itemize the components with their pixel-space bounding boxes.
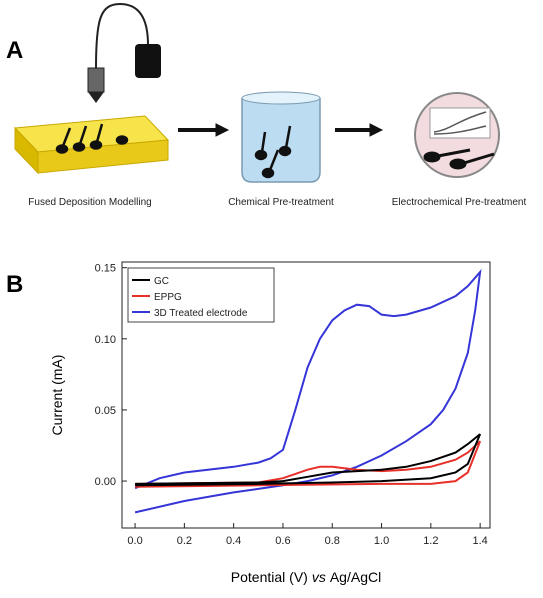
x-tick-label: 0.8 <box>325 535 340 547</box>
plot-frame <box>121 261 491 529</box>
controller <box>135 44 161 78</box>
nozzle-tip <box>88 92 104 103</box>
legend-box <box>127 267 275 323</box>
panel-label: A <box>6 37 23 64</box>
legend-label: GC <box>154 276 169 287</box>
treated-electrodes <box>423 148 495 170</box>
y-axis-label: Current (mA) <box>49 355 65 436</box>
legend-label: EPPG <box>154 292 182 303</box>
x-tick-label: 0.4 <box>226 535 241 547</box>
beaker <box>241 98 321 183</box>
y-tick-label: 0.00 <box>95 476 116 488</box>
legend-label: 3D Treated electrode <box>154 308 248 319</box>
beaker-rim <box>241 91 321 105</box>
x-axis-label-part: Ag/AgCl <box>330 569 381 585</box>
arrow <box>178 123 384 137</box>
nozzle <box>87 67 105 93</box>
cv-curve <box>135 433 482 487</box>
x-axis-label-part: Potential (V) <box>231 569 308 585</box>
step-caption: Fused Deposition Modelling <box>28 197 151 208</box>
x-tick-label: 1.4 <box>472 535 487 547</box>
mini-plot <box>429 107 491 139</box>
panel-label: B <box>6 271 23 298</box>
x-tick-label: 0.2 <box>177 535 192 547</box>
x-axis-label: Potential (V) vs Ag/AgCl <box>231 569 381 585</box>
x-tick-label: 0.0 <box>127 535 142 547</box>
y-tick-label: 0.10 <box>95 334 116 346</box>
x-tick-label: 0.6 <box>275 535 290 547</box>
y-tick-label: 0.15 <box>95 263 116 275</box>
printed-electrodes <box>55 123 129 154</box>
x-tick-label: 1.2 <box>423 535 438 547</box>
immersed-electrodes <box>254 125 292 179</box>
step-caption: Chemical Pre-treatment <box>228 197 334 208</box>
cv-curve <box>135 440 482 488</box>
step-caption: Electrochemical Pre-treatment <box>392 197 527 208</box>
wire <box>95 2 149 69</box>
y-tick-label: 0.05 <box>95 405 116 417</box>
x-tick-label: 1.0 <box>374 535 389 547</box>
x-axis-label-part: vs <box>312 569 326 585</box>
mini-curve <box>433 111 487 135</box>
